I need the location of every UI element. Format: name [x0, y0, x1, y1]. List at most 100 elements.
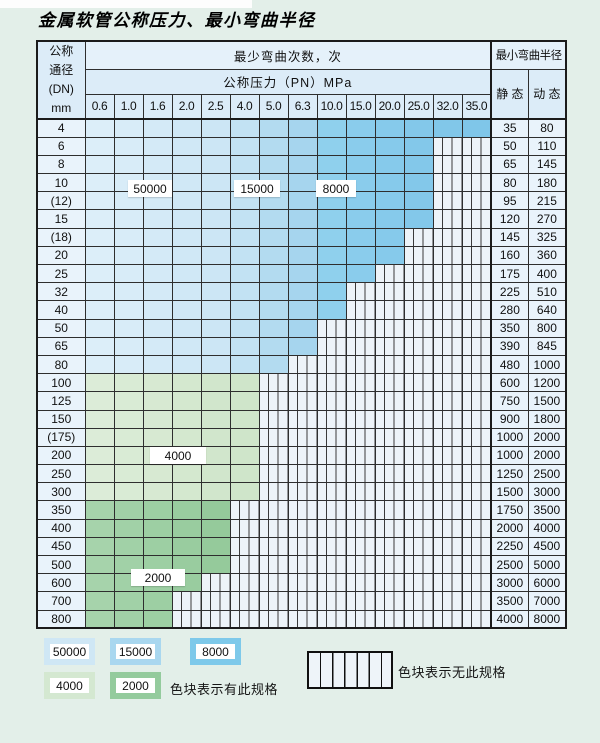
spec-available-cell — [171, 136, 202, 156]
legend-has-spec-text: 色块表示有此规格 — [170, 682, 279, 697]
spec-unavailable-cell — [461, 409, 492, 429]
spec-unavailable-cell — [374, 409, 405, 429]
dynamic-radius-value: 2000 — [527, 445, 567, 466]
spec-available-cell — [200, 518, 231, 538]
dn-value: 20 — [36, 245, 86, 266]
dynamic-radius-value: 4500 — [527, 536, 567, 557]
spec-available-cell — [84, 154, 115, 175]
spec-unavailable-cell — [258, 500, 289, 520]
spec-unavailable-cell — [374, 591, 405, 611]
spec-unavailable-cell — [432, 464, 463, 484]
spec-unavailable-cell — [287, 573, 318, 593]
spec-available-cell — [113, 373, 144, 393]
spec-available-cell — [113, 445, 144, 466]
spec-available-cell — [229, 318, 260, 338]
spec-available-cell — [403, 173, 434, 193]
spec-available-cell — [229, 263, 260, 284]
spec-available-cell — [84, 173, 115, 193]
static-radius-value: 280 — [490, 300, 529, 320]
spec-unavailable-cell — [258, 591, 289, 611]
spec-unavailable-cell — [374, 464, 405, 484]
static-radius-value: 390 — [490, 336, 529, 356]
spec-unavailable-cell — [432, 500, 463, 520]
spec-available-cell — [200, 154, 231, 175]
table-row-dn-4: 4 35 80 — [36, 118, 567, 138]
spec-unavailable-cell — [461, 609, 492, 629]
spec-unavailable-cell — [432, 136, 463, 156]
spec-available-cell — [113, 154, 144, 175]
spec-unavailable-cell — [403, 554, 434, 575]
spec-available-cell — [316, 209, 347, 229]
spec-available-cell — [229, 427, 260, 447]
spec-available-cell — [84, 427, 115, 447]
spec-unavailable-cell — [287, 536, 318, 557]
spec-available-cell — [374, 227, 405, 247]
spec-unavailable-cell — [316, 518, 347, 538]
spec-unavailable-cell — [461, 482, 492, 502]
spec-available-cell — [200, 227, 231, 247]
spec-available-cell — [200, 427, 231, 447]
spec-unavailable-cell — [461, 591, 492, 611]
table-row-dn-300: 300 1500 3000 — [36, 482, 567, 502]
spec-unavailable-cell — [461, 573, 492, 593]
bend-count-label-2000: 2000 — [131, 569, 185, 586]
spec-available-cell — [113, 464, 144, 484]
spec-available-cell — [287, 245, 318, 266]
spec-unavailable-cell — [258, 391, 289, 411]
spec-unavailable-cell — [287, 554, 318, 575]
spec-unavailable-cell — [432, 209, 463, 229]
dynamic-radius-value: 3500 — [527, 500, 567, 520]
spec-unavailable-cell — [316, 573, 347, 593]
dn-value: (175) — [36, 427, 86, 447]
spec-available-cell — [84, 500, 115, 520]
spec-available-cell — [142, 482, 173, 502]
spec-unavailable-cell — [403, 500, 434, 520]
dn-value: 600 — [36, 573, 86, 593]
spec-unavailable-cell — [374, 282, 405, 302]
spec-unavailable-cell — [258, 482, 289, 502]
spec-unavailable-cell — [287, 445, 318, 466]
spec-unavailable-cell — [345, 354, 376, 375]
pressure-tick-10.0: 10.0 — [316, 93, 347, 120]
spec-available-cell — [229, 118, 260, 138]
spec-unavailable-cell — [374, 445, 405, 466]
spec-unavailable-cell — [287, 609, 318, 629]
legend-swatch-2000: 2000 — [110, 672, 161, 699]
dynamic-radius-value: 1800 — [527, 409, 567, 429]
static-radius-value: 3000 — [490, 573, 529, 593]
spec-unavailable-cell — [374, 554, 405, 575]
table-row-dn-250: 250 1250 2500 — [36, 464, 567, 484]
spec-unavailable-cell — [287, 500, 318, 520]
spec-unavailable-cell — [403, 354, 434, 375]
dynamic-radius-value: 145 — [527, 154, 567, 175]
spec-unavailable-cell — [432, 536, 463, 557]
spec-available-cell — [200, 464, 231, 484]
spec-unavailable-cell — [374, 318, 405, 338]
spec-available-cell — [142, 609, 173, 629]
spec-unavailable-cell — [316, 500, 347, 520]
spec-available-cell — [258, 263, 289, 284]
spec-unavailable-cell — [374, 336, 405, 356]
spec-unavailable-cell — [345, 464, 376, 484]
spec-available-cell — [374, 209, 405, 229]
table-row-dn-15: 15 120 270 — [36, 209, 567, 229]
spec-available-cell — [200, 209, 231, 229]
dn-value: 125 — [36, 391, 86, 411]
spec-unavailable-cell — [229, 591, 260, 611]
spec-available-cell — [142, 209, 173, 229]
pressure-tick-6.3: 6.3 — [287, 93, 318, 120]
dynamic-radius-value: 845 — [527, 336, 567, 356]
table-row-dn-500: 500 2500 5000 — [36, 554, 567, 575]
spec-unavailable-cell — [345, 391, 376, 411]
spec-available-cell — [113, 118, 144, 138]
spec-unavailable-cell — [432, 427, 463, 447]
spec-available-cell — [200, 554, 231, 575]
spec-available-cell — [229, 154, 260, 175]
spec-available-cell — [229, 445, 260, 466]
spec-unavailable-cell — [374, 500, 405, 520]
pressure-tick-35.0: 35.0 — [461, 93, 492, 120]
spec-unavailable-cell — [345, 409, 376, 429]
table-row-dn-10: 10 80 180 — [36, 173, 567, 193]
spec-available-cell — [374, 245, 405, 266]
spec-unavailable-cell — [316, 536, 347, 557]
